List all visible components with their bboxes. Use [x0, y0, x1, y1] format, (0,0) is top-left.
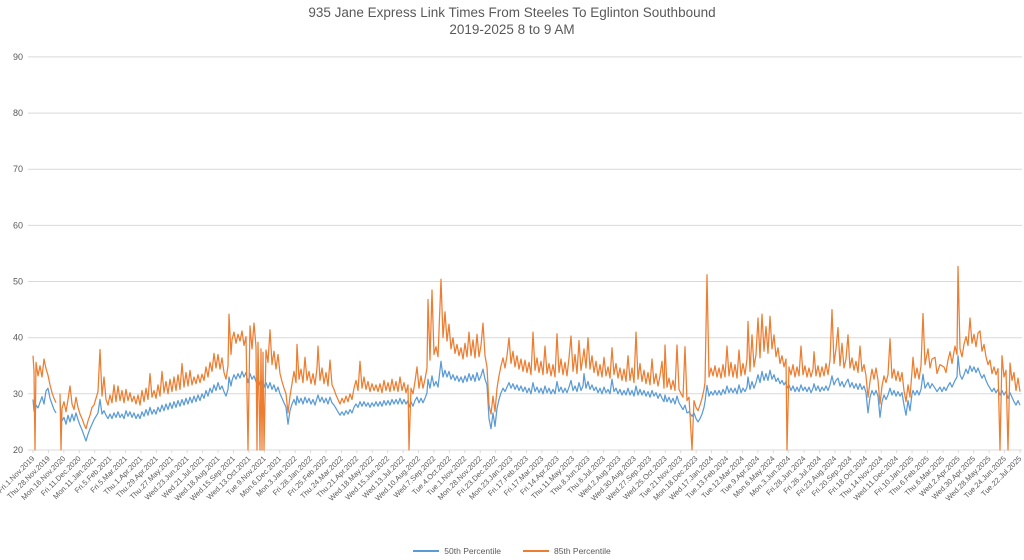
- legend: 50th Percentile 85th Percentile: [0, 546, 1024, 556]
- legend-item-50th-percentile: 50th Percentile: [413, 546, 501, 556]
- y-axis-label: 70: [13, 164, 23, 174]
- legend-item-85th-percentile: 85th Percentile: [523, 546, 611, 556]
- y-axis-label: 60: [13, 220, 23, 230]
- y-axis-label: 80: [13, 108, 23, 118]
- chart-title: 935 Jane Express Link Times From Steeles…: [0, 4, 1024, 38]
- legend-swatch-50th-icon: [413, 550, 440, 552]
- y-axis-label: 50: [13, 277, 23, 287]
- series-line-85th-percentile: [32, 265, 1021, 451]
- y-axis-label: 30: [13, 389, 23, 399]
- y-axis-label: 20: [13, 445, 23, 455]
- y-axis-label: 40: [13, 333, 23, 343]
- chart-title-line1: 935 Jane Express Link Times From Steeles…: [308, 5, 716, 20]
- y-axis-label: 90: [13, 52, 23, 62]
- legend-swatch-85th-icon: [523, 550, 549, 552]
- legend-label-50th: 50th Percentile: [444, 546, 501, 556]
- legend-label-85th: 85th Percentile: [554, 546, 611, 556]
- chart-title-line2: 2019-2025 8 to 9 AM: [449, 22, 575, 37]
